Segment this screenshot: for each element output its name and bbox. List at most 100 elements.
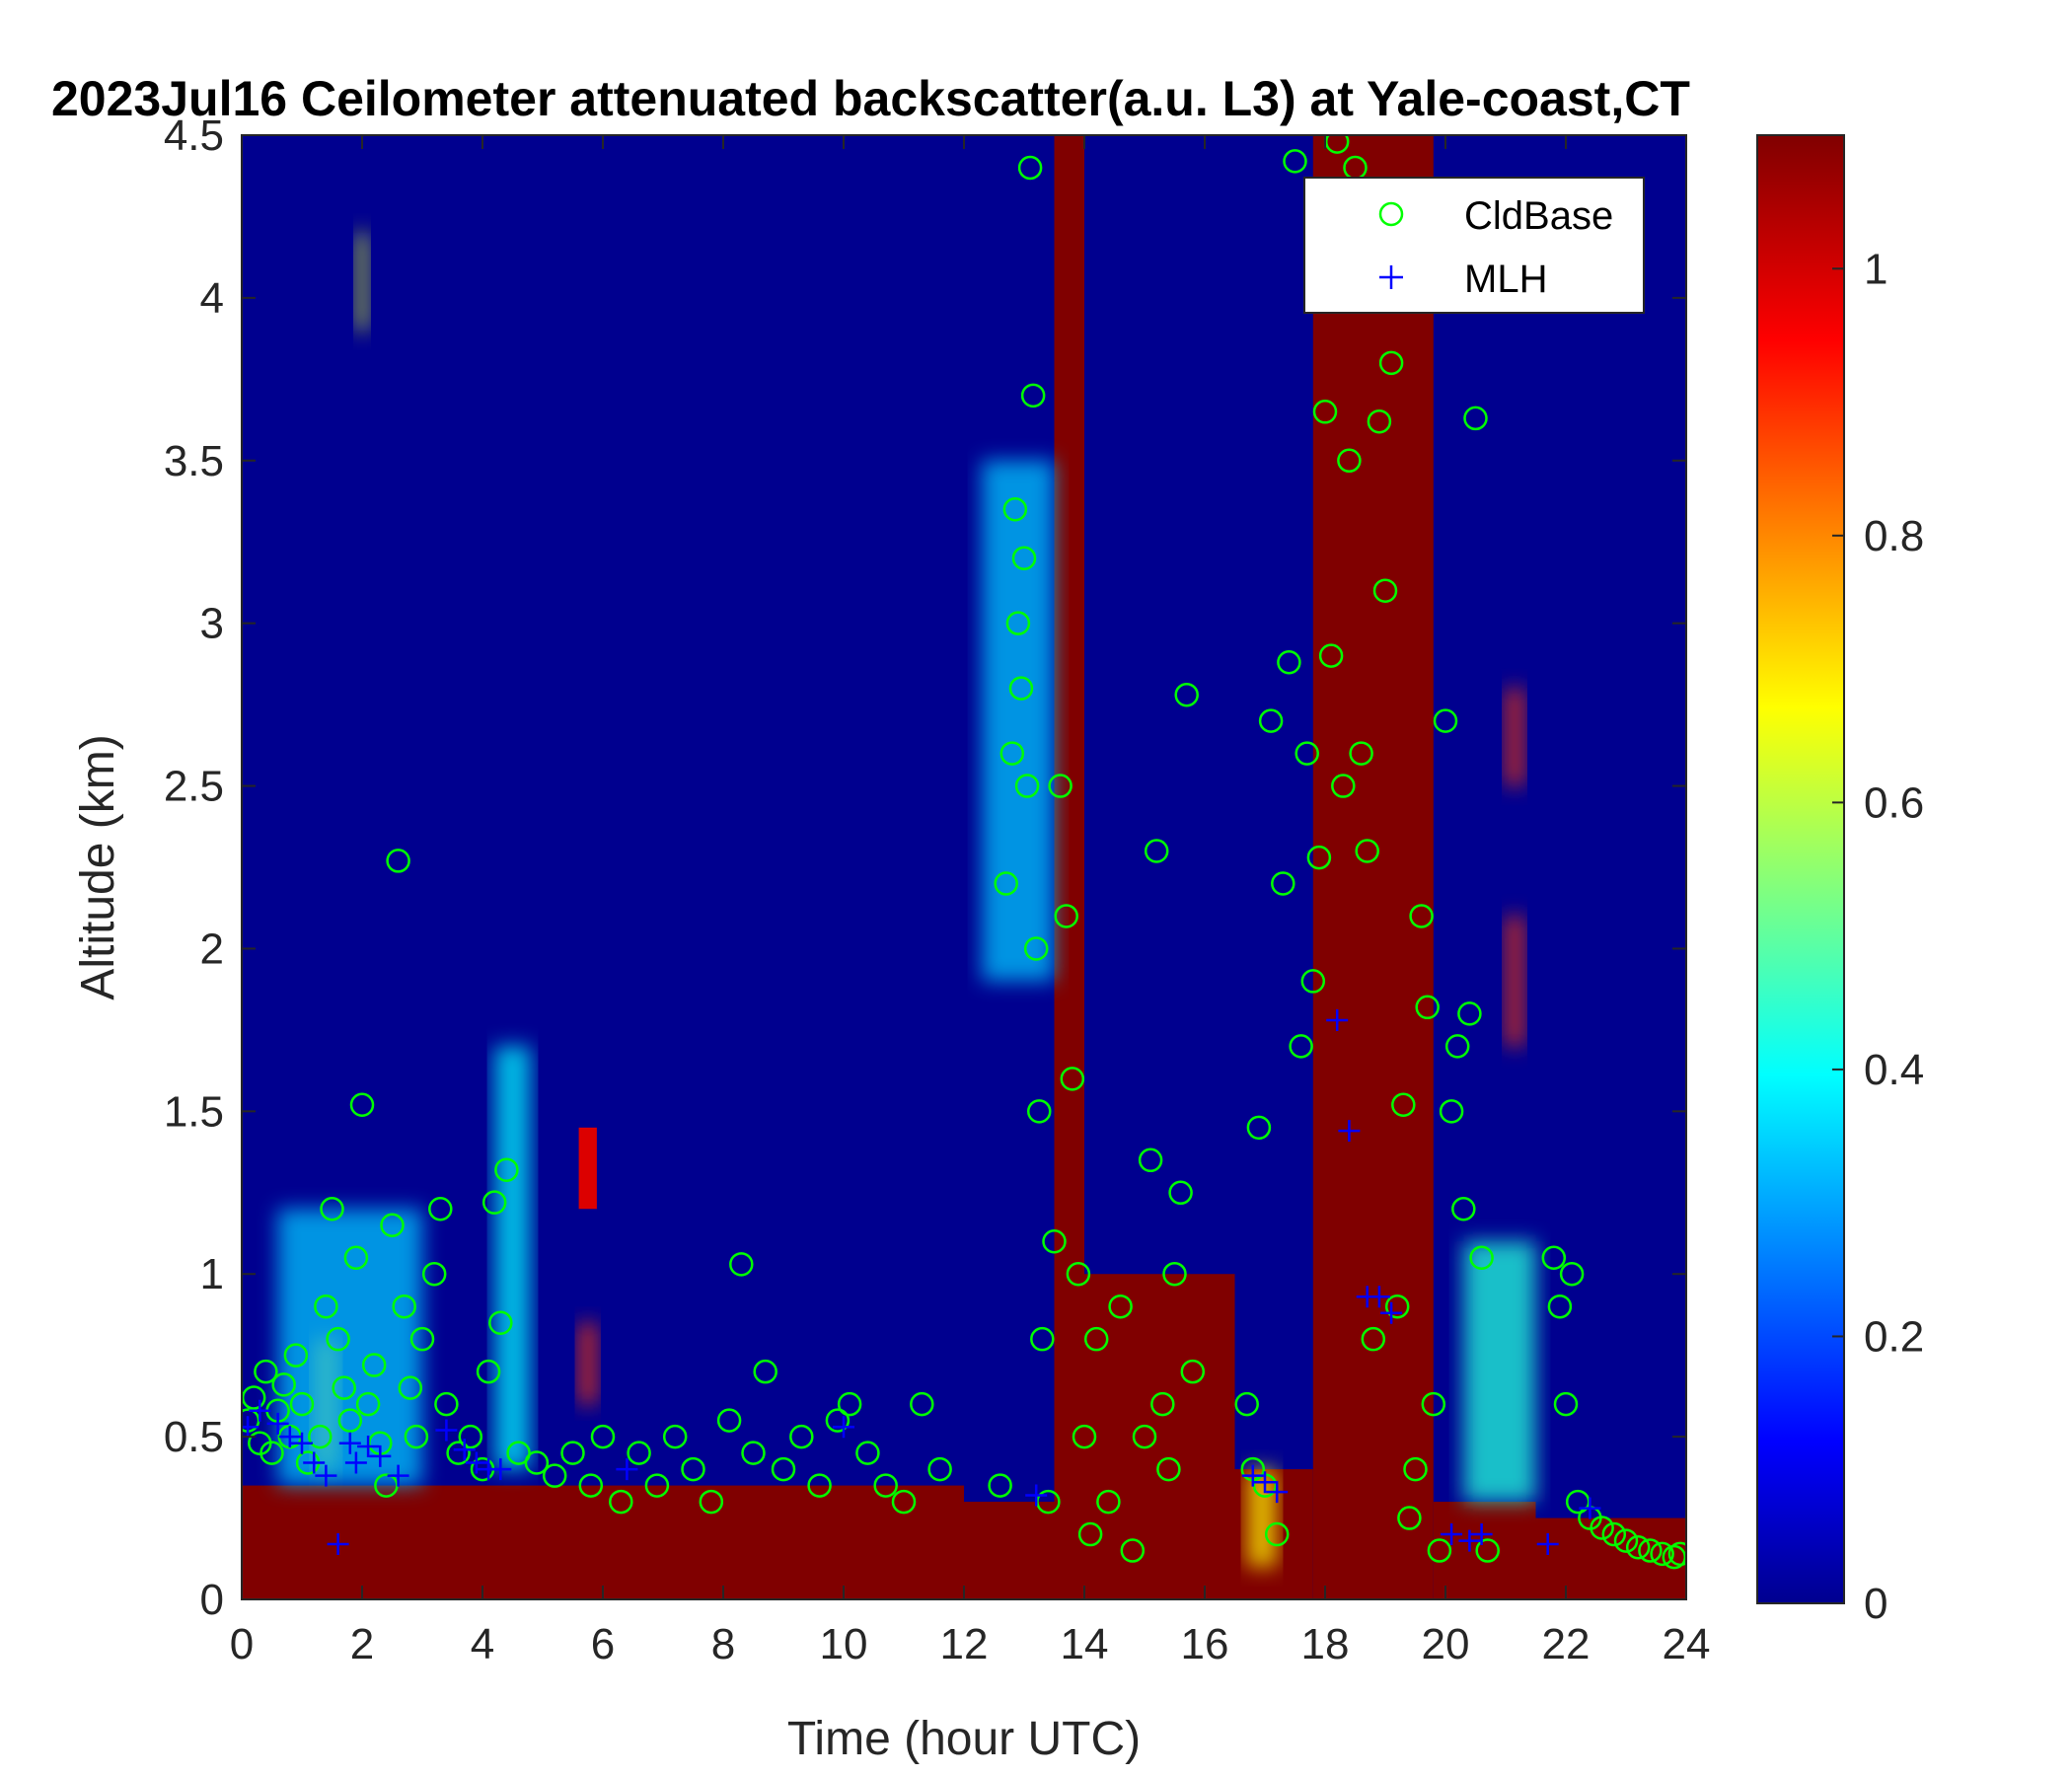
cldbase-marker: [386, 849, 410, 873]
cldbase-marker: [988, 1473, 1012, 1498]
cldbase-marker: [446, 1441, 471, 1465]
cldbase-marker: [380, 1213, 405, 1238]
mlh-marker: [1536, 1532, 1559, 1555]
cldbase-marker: [254, 1359, 278, 1384]
cldbase-marker: [1378, 350, 1404, 376]
colorbar-ticks: 0 0.2 0.4 0.6 0.8 1: [1832, 245, 1924, 1628]
y-tick-label: 2.5: [164, 763, 224, 811]
cldbase-marker: [1289, 1034, 1313, 1059]
cldbase-marker: [1002, 496, 1028, 522]
cldbase-marker: [1601, 1521, 1627, 1547]
heatmap-region: [982, 460, 1055, 982]
mlh-marker: [357, 1436, 380, 1457]
x-tick-label: 4: [471, 1620, 494, 1668]
cldbase-marker: [1355, 839, 1379, 863]
cldbase-marker: [1060, 1067, 1085, 1091]
x-tick-label: 6: [591, 1620, 615, 1668]
heatmap-region: [1463, 1241, 1536, 1503]
cldbase-marker: [994, 871, 1018, 896]
cldbase-marker: [873, 1473, 898, 1498]
colorbar-tick-label: 0.8: [1864, 512, 1924, 560]
cldbase-marker: [1108, 1294, 1133, 1319]
cldbase-marker: [1559, 1261, 1585, 1287]
cldbase-marker: [1444, 1034, 1470, 1059]
mlh-marker: [1025, 1484, 1048, 1507]
colorbar-tick-label: 0.6: [1864, 778, 1924, 827]
cldbase-marker: [398, 1375, 423, 1400]
x-tick-label: 24: [1663, 1620, 1711, 1668]
y-tick-label: 4.5: [164, 111, 224, 160]
mlh-marker: [465, 1451, 487, 1474]
cldbase-marker: [1017, 155, 1043, 181]
cldbase-marker: [741, 1441, 766, 1465]
colorbar-tick-label: 0: [1864, 1580, 1887, 1628]
mlh-marker: [278, 1426, 301, 1448]
legend-box: [1303, 177, 1645, 314]
mlh-marker: [291, 1432, 313, 1454]
cldbase-marker: [1318, 643, 1344, 668]
cldbase-marker: [837, 1391, 862, 1417]
cldbase-marker: [343, 1245, 369, 1270]
mlh-marker: [616, 1458, 638, 1481]
cldbase-marker: [1168, 1180, 1193, 1206]
cldbase-marker: [627, 1441, 651, 1465]
cldbase-marker: [332, 1375, 356, 1400]
cldbase-marker: [1541, 1245, 1567, 1270]
cldbase-marker: [1077, 1521, 1103, 1547]
cldbase-marker: [1180, 1359, 1206, 1384]
mlh-marker: [1470, 1523, 1493, 1546]
x-axis-label: Time (hour UTC): [787, 1713, 1141, 1765]
cldbase-marker: [1023, 936, 1049, 961]
heatmap-region: [1433, 1502, 1536, 1599]
cldbase-marker: [891, 1489, 917, 1515]
legend-cldbase-label: CldBase: [1464, 194, 1613, 238]
mlh-marker: [1254, 1471, 1276, 1494]
mlh-marker: [315, 1464, 337, 1487]
cldbase-marker: [349, 1092, 375, 1117]
cldbase-marker: [1421, 1391, 1446, 1417]
cldbase-marker: [1132, 1424, 1157, 1449]
x-tick-label: 22: [1542, 1620, 1591, 1668]
cldbase-marker: [308, 1424, 333, 1449]
cldbase-marker: [1048, 774, 1073, 798]
cldbase-marker: [409, 1326, 435, 1352]
mlh-marker: [1368, 1286, 1390, 1308]
cldbase-marker: [1397, 1506, 1422, 1530]
x-tick-label: 2: [350, 1620, 374, 1668]
mlh-marker: [266, 1412, 289, 1435]
x-axis: 0 2 4 6 8 10 12 14 16 18 20 22 24: [230, 135, 1711, 1668]
mlh-marker: [249, 1399, 271, 1422]
cldbase-marker: [289, 1391, 315, 1417]
y-tick-label: 3: [200, 600, 224, 648]
cldbase-marker: [910, 1391, 934, 1417]
cldbase-marker: [1162, 1261, 1187, 1287]
cldbase-marker: [1469, 1245, 1494, 1270]
mlh-marker: [327, 1532, 349, 1555]
mlh-marker: [338, 1432, 361, 1454]
mlh-marker: [303, 1451, 326, 1474]
heatmap-region: [1312, 135, 1434, 1599]
cldbase-marker: [1625, 1534, 1651, 1560]
cldbase-marker: [1027, 1099, 1052, 1124]
cldbase-marker: [542, 1463, 567, 1488]
cldbase-marker: [283, 1343, 309, 1368]
cldbase-marker: [1475, 1538, 1500, 1563]
cldbase-marker: [1638, 1538, 1663, 1563]
heatmap-region: [1054, 135, 1084, 1599]
cldbase-marker: [1144, 839, 1169, 863]
mlh-marker: [1338, 1120, 1361, 1143]
cldbase-marker: [1553, 1391, 1579, 1417]
cldbase-marker: [560, 1441, 585, 1465]
y-axis-label: Altitude (km): [72, 734, 124, 999]
cldbase-marker: [999, 741, 1025, 766]
cldbase-marker: [476, 1359, 501, 1384]
y-tick-label: 2: [200, 925, 224, 973]
cldbase-marker: [1590, 1516, 1614, 1540]
colorbar-tick-label: 0.2: [1864, 1312, 1924, 1361]
cldbase-marker: [271, 1372, 296, 1397]
legend: CldBase MLH: [1303, 177, 1645, 314]
mlh-marker: [1380, 1301, 1403, 1324]
cldbase-marker: [361, 1353, 387, 1377]
cldbase-marker: [1277, 649, 1301, 675]
